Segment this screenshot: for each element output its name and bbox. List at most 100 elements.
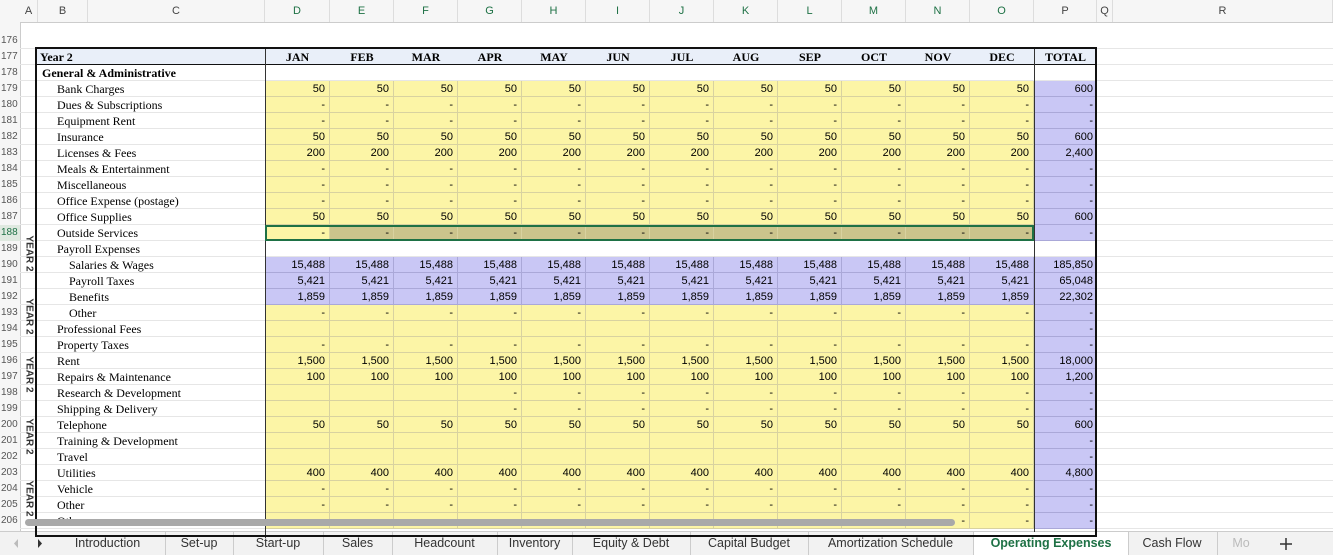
prev-arrow[interactable] bbox=[14, 539, 18, 548]
cell: 50 bbox=[714, 417, 778, 433]
row-label: Travel bbox=[57, 450, 88, 464]
sheet-tab[interactable]: Sales bbox=[323, 532, 393, 555]
cell: 50 bbox=[650, 417, 714, 433]
next-arrow[interactable] bbox=[38, 539, 42, 548]
row-label: Payroll Expenses bbox=[57, 242, 140, 256]
cell: - bbox=[394, 97, 458, 113]
cell: - bbox=[330, 161, 394, 177]
cell: - bbox=[265, 481, 330, 497]
cell: - bbox=[522, 161, 586, 177]
total-cell: - bbox=[1034, 321, 1097, 337]
cell: 100 bbox=[970, 369, 1034, 385]
cell: 50 bbox=[458, 81, 522, 97]
cell: 1,859 bbox=[714, 289, 778, 305]
cell: 50 bbox=[458, 417, 522, 433]
tab-nav[interactable] bbox=[0, 532, 60, 555]
cell: 15,488 bbox=[394, 257, 458, 273]
cell: - bbox=[586, 97, 650, 113]
cell bbox=[394, 321, 458, 337]
cell: 50 bbox=[906, 417, 970, 433]
sheet-tab[interactable]: Capital Budget bbox=[690, 532, 809, 555]
cell: 5,421 bbox=[394, 273, 458, 289]
cell: 100 bbox=[586, 369, 650, 385]
cell: - bbox=[394, 481, 458, 497]
cell: 5,421 bbox=[458, 273, 522, 289]
sheet-tab[interactable]: Start-up bbox=[233, 532, 324, 555]
row-label: Dues & Subscriptions bbox=[57, 98, 163, 112]
cell: 50 bbox=[906, 81, 970, 97]
cell: - bbox=[842, 177, 906, 193]
cell: - bbox=[394, 161, 458, 177]
row-label: Other bbox=[57, 498, 85, 512]
cell: - bbox=[714, 193, 778, 209]
column-header: O bbox=[970, 0, 1034, 22]
cell: 50 bbox=[522, 209, 586, 225]
row-number: 199 bbox=[1, 403, 18, 414]
sheet-tab[interactable]: Cash Flow bbox=[1127, 532, 1218, 555]
cell: - bbox=[265, 161, 330, 177]
scrollbar[interactable] bbox=[25, 519, 955, 526]
total-cell: 600 bbox=[1034, 129, 1097, 145]
cell bbox=[842, 321, 906, 337]
total-cell: - bbox=[1034, 97, 1097, 113]
row-number: 198 bbox=[1, 387, 18, 398]
cell: 50 bbox=[970, 209, 1034, 225]
cell: - bbox=[458, 161, 522, 177]
cell: 50 bbox=[458, 209, 522, 225]
add-sheet[interactable] bbox=[1274, 532, 1298, 555]
sheet-tab[interactable]: Operating Expenses bbox=[973, 532, 1129, 555]
cell: - bbox=[906, 193, 970, 209]
cell: - bbox=[458, 305, 522, 321]
row-number: 185 bbox=[1, 179, 18, 190]
cell: - bbox=[586, 177, 650, 193]
cell: - bbox=[906, 385, 970, 401]
cell: 15,488 bbox=[842, 257, 906, 273]
sheet-tab[interactable]: Mo bbox=[1232, 536, 1250, 550]
cell: 400 bbox=[394, 465, 458, 481]
cell: - bbox=[650, 481, 714, 497]
sheet-tab[interactable]: Introduction bbox=[50, 532, 166, 555]
cell: - bbox=[906, 305, 970, 321]
month-header: APR bbox=[477, 50, 503, 64]
cell: - bbox=[458, 337, 522, 353]
sheet-tab[interactable]: Equity & Debt bbox=[572, 532, 691, 555]
cell: - bbox=[778, 97, 842, 113]
cell: - bbox=[906, 481, 970, 497]
cell: 1,500 bbox=[970, 353, 1034, 369]
column-header: G bbox=[458, 0, 522, 22]
cell: - bbox=[778, 161, 842, 177]
cell bbox=[586, 449, 650, 465]
sheet-tab[interactable]: Headcount bbox=[392, 532, 498, 555]
cell: - bbox=[906, 161, 970, 177]
cell: 100 bbox=[714, 369, 778, 385]
side-label: YEAR 2 bbox=[23, 298, 35, 335]
cell: - bbox=[586, 113, 650, 129]
row-number: 205 bbox=[1, 499, 18, 510]
cell: - bbox=[265, 497, 330, 513]
row-label: Shipping & Delivery bbox=[57, 402, 158, 416]
total-header: TOTAL bbox=[1045, 50, 1086, 64]
side-label: YEAR 2 bbox=[23, 418, 35, 455]
sheet-tab[interactable]: Inventory bbox=[497, 532, 573, 555]
cell: - bbox=[650, 385, 714, 401]
total-cell: - bbox=[1034, 433, 1097, 449]
total-cell: - bbox=[1034, 385, 1097, 401]
cell: 1,500 bbox=[330, 353, 394, 369]
row-number: 206 bbox=[1, 515, 18, 526]
cell: - bbox=[714, 481, 778, 497]
cell bbox=[265, 449, 330, 465]
cell: 400 bbox=[970, 465, 1034, 481]
column-header: M bbox=[842, 0, 906, 22]
cell: - bbox=[650, 337, 714, 353]
cell: - bbox=[842, 305, 906, 321]
sheet-tab[interactable]: Set-up bbox=[165, 532, 234, 555]
cell: - bbox=[842, 97, 906, 113]
cell: 5,421 bbox=[586, 273, 650, 289]
row-number: 183 bbox=[1, 147, 18, 158]
cell: 50 bbox=[394, 81, 458, 97]
total-cell: 4,800 bbox=[1034, 465, 1097, 481]
row-number: 194 bbox=[1, 323, 18, 334]
total-cell: 600 bbox=[1034, 417, 1097, 433]
cell bbox=[970, 449, 1034, 465]
cell: 200 bbox=[970, 145, 1034, 161]
